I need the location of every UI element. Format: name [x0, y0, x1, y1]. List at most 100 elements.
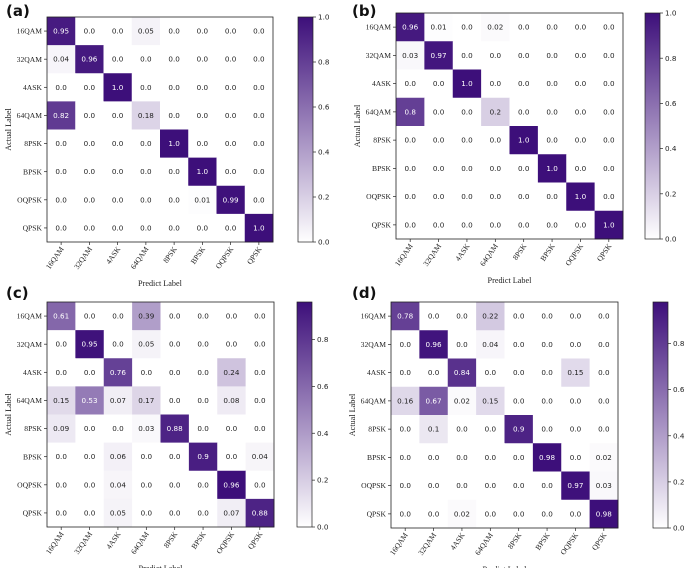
cell-value: 0.0	[485, 368, 497, 377]
x-axis-title: Predict Label	[139, 564, 184, 568]
cell-value: 0.0	[541, 312, 553, 321]
cell-value: 0.0	[197, 111, 209, 120]
heatmap-cell	[566, 97, 596, 127]
cell-value: 0.0	[253, 55, 265, 64]
y-axis-title: Actual Label	[4, 108, 13, 151]
heatmap-cell	[75, 498, 105, 528]
heatmap-cell	[160, 129, 189, 159]
plot-frame	[395, 12, 624, 240]
cell-value: 0.0	[513, 340, 525, 349]
heatmap-cell	[245, 414, 275, 444]
cell-value: 0.0	[404, 164, 416, 173]
cell-value: 0.0	[404, 192, 416, 201]
heatmap-cell	[75, 45, 104, 74]
heatmap-cell	[419, 415, 449, 444]
colorbar-tick-label: 0.0	[318, 238, 330, 247]
cell-value: 0.0	[456, 340, 468, 349]
heatmap-cell	[47, 330, 76, 359]
x-tick-label: OQPSK	[214, 245, 236, 271]
heatmap-cell	[476, 330, 505, 359]
heatmap-cell	[566, 210, 596, 240]
heatmap-cell	[447, 386, 477, 416]
cell-value: 0.0	[112, 139, 124, 148]
cell-value: 0.0	[461, 164, 473, 173]
heatmap-cell	[532, 330, 562, 359]
cell-value: 0.0	[197, 27, 209, 36]
heatmap-cell	[481, 41, 510, 70]
heatmap-cell	[160, 101, 189, 130]
cell-value: 0.0	[197, 396, 209, 405]
cell-value: 0.0	[513, 396, 525, 405]
heatmap-cell	[589, 499, 619, 529]
heatmap-cell	[509, 154, 539, 183]
cell-value: 1.0	[546, 164, 558, 173]
cell-value: 0.02	[454, 509, 470, 518]
cell-value: 0.0	[112, 55, 124, 64]
heatmap-cell	[132, 498, 161, 528]
cell-value: 0.0	[456, 312, 468, 321]
heatmap-cell	[245, 330, 275, 359]
cell-value: 0.95	[82, 340, 98, 349]
cell-value: 0.06	[110, 452, 126, 461]
heatmap-cell	[217, 498, 247, 528]
cell-value: 0.0	[433, 79, 445, 88]
heatmap-cell	[217, 330, 247, 359]
heatmap-cell	[103, 129, 133, 159]
heatmap-cell	[504, 415, 534, 444]
heatmap-cell	[217, 386, 247, 415]
cell-value: 0.0	[546, 136, 558, 145]
cell-value: 0.0	[404, 136, 416, 145]
heatmap-cell	[75, 414, 105, 444]
cell-value: 0.0	[570, 509, 582, 518]
cell-value: 0.0	[226, 340, 238, 349]
cell-value: 0.0	[513, 368, 525, 377]
cell-value: 0.0	[168, 27, 180, 36]
heatmap-cell	[103, 414, 133, 444]
heatmap-cell	[47, 17, 76, 46]
heatmap-cell	[532, 471, 562, 501]
cell-value: 0.18	[138, 111, 154, 120]
heatmap-cell	[396, 97, 425, 127]
heatmap-cell	[160, 330, 190, 359]
heatmap-cell	[245, 470, 275, 500]
cell-value: 0.0	[541, 481, 553, 490]
heatmap-cell	[188, 17, 217, 46]
cell-value: 0.15	[53, 396, 69, 405]
heatmap-cell	[216, 73, 246, 102]
x-tick-label: 32QAM	[416, 531, 438, 557]
y-axis-title: Actual Label	[353, 104, 362, 147]
cell-value: 0.8	[404, 107, 416, 116]
heatmap-cell	[589, 415, 619, 444]
heatmap-cell	[447, 415, 477, 444]
heatmap-cell	[160, 157, 189, 187]
cell-value: 0.01	[431, 23, 447, 32]
heatmap-cell	[419, 358, 449, 388]
heatmap-cell	[396, 126, 425, 155]
heatmap-cell	[391, 330, 420, 359]
cell-value: 0.96	[426, 340, 442, 349]
heatmap-cell	[504, 302, 534, 331]
heatmap-cell	[75, 213, 104, 243]
heatmap-cell	[476, 415, 505, 444]
plot-frame	[46, 301, 275, 528]
heatmap-cell	[216, 45, 246, 74]
y-tick-label: OQPSK	[366, 192, 391, 201]
heatmap-cell	[481, 97, 510, 127]
x-tick-label: 64QAM	[129, 245, 151, 271]
heatmap-cell	[447, 443, 477, 472]
heatmap-cell	[452, 41, 482, 70]
cell-value: 0.0	[226, 312, 238, 321]
heatmap-cell	[447, 471, 477, 501]
cell-value: 0.0	[55, 83, 67, 92]
x-tick-label: BPSK	[533, 531, 552, 552]
cell-value: 0.0	[169, 396, 181, 405]
heatmap-cell	[589, 443, 619, 472]
cell-value: 0.0	[570, 312, 582, 321]
heatmap-cell	[75, 101, 104, 130]
heatmap-cell	[537, 41, 567, 70]
heatmap-cell	[532, 415, 562, 444]
cell-value: 0.0	[570, 396, 582, 405]
heatmap-cell	[561, 386, 591, 416]
heatmap-cell	[537, 13, 567, 42]
heatmap-cell	[244, 73, 274, 102]
